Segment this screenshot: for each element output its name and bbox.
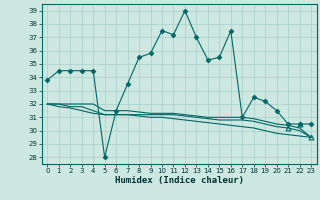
X-axis label: Humidex (Indice chaleur): Humidex (Indice chaleur) <box>115 176 244 185</box>
